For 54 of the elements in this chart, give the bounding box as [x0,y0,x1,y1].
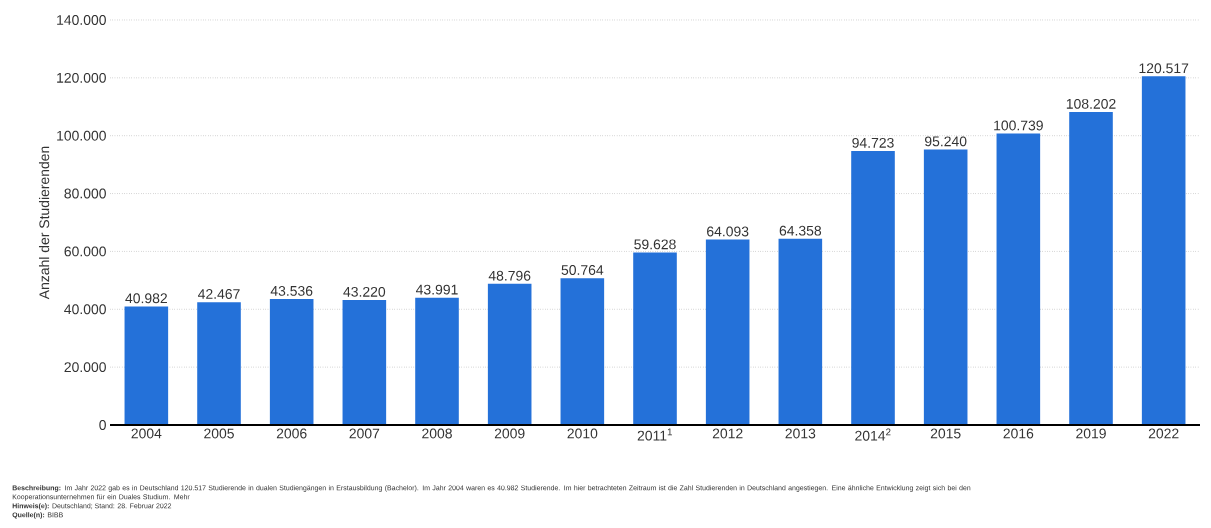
data-label: 120.517 [1139,63,1189,74]
bar [705,239,750,425]
y-tick-label: 40.000 [64,304,106,315]
bar [415,297,459,425]
x-tick-label: 2005 [204,428,234,439]
y-tick-label: 120.000 [57,72,106,83]
data-label: 108.202 [1066,98,1116,109]
data-label: 43.536 [270,285,313,296]
x-tick-label: 2015 [930,428,961,439]
x-tick-label: 2008 [422,428,452,439]
x-tick-label: 2019 [1076,428,1106,439]
y-tick-label: 20.000 [64,362,106,373]
bar [633,252,677,425]
y-tick-label: 60.000 [64,246,106,257]
y-tick-label: 0 [99,420,106,430]
x-tick-label: 2014$^{2}$ [855,428,891,441]
data-label: 95.240 [925,136,967,147]
bar [851,150,895,425]
x-tick-label: 2022 [1148,428,1179,439]
data-label: 50.764 [561,265,604,275]
data-label: 42.467 [197,289,240,299]
x-tick-label: 2007 [349,428,380,439]
bar [487,283,532,425]
x-tick-label: 2013 [785,428,816,439]
bar [342,299,387,425]
y-tick-label: 80.000 [64,188,106,199]
data-label: 40.982 [125,293,167,304]
y-tick-label: 140.000 [57,15,106,25]
bar [269,299,314,425]
bar [1069,111,1113,425]
y-tick-label: 100.000 [57,130,106,141]
x-tick-label: 2009 [494,428,525,439]
bar [996,133,1041,425]
data-label: 100.739 [994,120,1043,131]
data-label: 94.723 [852,137,894,148]
x-tick-label: 2006 [276,428,307,439]
x-tick-label: 2004 [131,428,162,439]
bar [124,306,169,425]
data-label: 43.991 [415,284,458,295]
bar [560,278,605,425]
x-tick-label: 2016 [1003,428,1034,439]
data-label: 59.628 [634,239,676,250]
bar [923,149,968,425]
data-label: 64.358 [779,225,822,236]
x-tick-label: 2012 [712,428,743,439]
x-tick-label: 2010 [567,428,598,439]
bar [778,238,823,425]
bar [1141,76,1186,425]
data-label: 64.093 [707,226,749,237]
x-tick-label: 2011$^{1}$ [637,428,672,441]
bar [197,302,241,425]
data-label: 43.220 [343,286,386,297]
data-label: 48.796 [488,270,531,281]
y-axis-title: Anzahl der Studierenden [38,146,50,300]
